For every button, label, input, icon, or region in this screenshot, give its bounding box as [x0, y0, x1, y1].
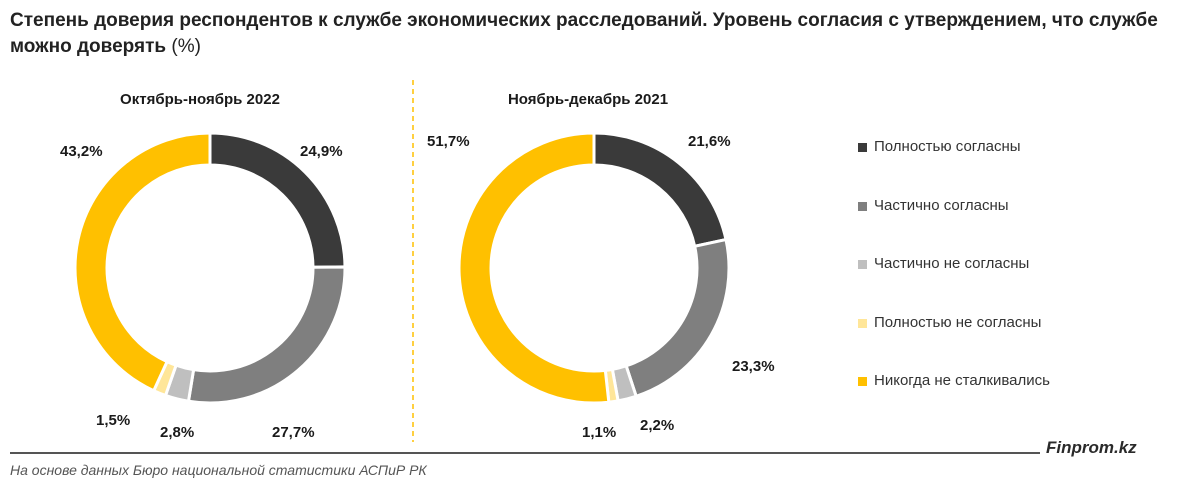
data-label-2021-partly-disagree: 2,2%	[640, 417, 674, 434]
brand-logo-text: Finprom.kz	[1046, 438, 1137, 457]
data-label-2022-partly-agree: 27,7%	[272, 424, 315, 441]
legend-swatch	[858, 143, 867, 152]
donut-2022	[73, 131, 347, 405]
legend-swatch	[858, 377, 867, 386]
source-note: На основе данных Бюро национальной стати…	[10, 462, 427, 478]
donut-slice-2022-never	[73, 131, 212, 393]
donut-slice-2021-partly-agree	[624, 237, 731, 399]
footer-rule	[10, 452, 1040, 454]
data-label-2021-never: 51,7%	[427, 133, 470, 150]
legend-label: Частично согласны	[874, 196, 1009, 214]
data-label-2022-fully-disagree: 1,5%	[96, 412, 130, 429]
data-label-2022-partly-disagree: 2,8%	[160, 424, 194, 441]
data-label-2022-fully-agree: 24,9%	[300, 143, 343, 160]
data-label-2021-partly-agree: 23,3%	[732, 358, 775, 375]
chart-title-unit: (%)	[171, 36, 201, 57]
legend-label: Частично не согласны	[874, 255, 1030, 272]
donut-title-2022: Октябрь-ноябрь 2022	[120, 91, 280, 108]
donut-2021	[457, 131, 731, 405]
data-label-2021-fully-disagree: 1,1%	[582, 424, 616, 441]
donut-slice-2022-partly-agree	[186, 265, 347, 405]
legend-label: Полностью согласны	[874, 138, 1021, 155]
donut-slice-2021-never	[457, 131, 611, 405]
legend-swatch	[858, 201, 867, 211]
legend-label: Полностью не согласны	[874, 313, 1042, 331]
legend-label: Никогда не сталкивались	[874, 372, 1050, 389]
data-label-2021-fully-agree: 21,6%	[688, 133, 731, 150]
chart-title: Степень доверия респондентов к службе эк…	[10, 8, 1190, 60]
legend-swatch	[858, 260, 867, 269]
donut-title-2021: Ноябрь-декабрь 2021	[508, 91, 668, 108]
legend-swatch	[858, 318, 867, 328]
chart-title-text: Степень доверия респондентов к службе эк…	[10, 10, 1158, 57]
data-label-2022-never: 43,2%	[60, 143, 103, 160]
